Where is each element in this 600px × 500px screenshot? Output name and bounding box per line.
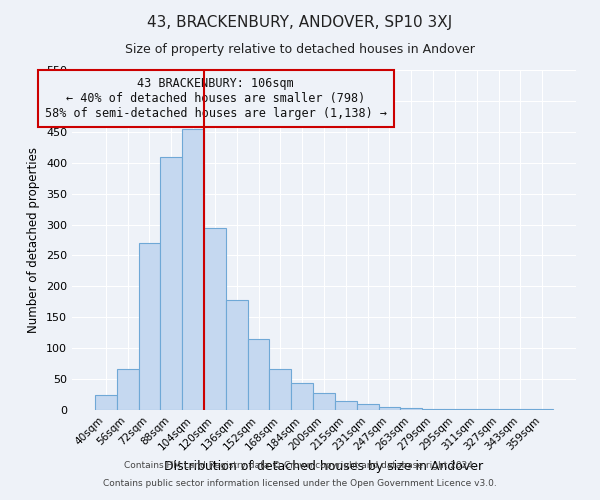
Text: 43, BRACKENBURY, ANDOVER, SP10 3XJ: 43, BRACKENBURY, ANDOVER, SP10 3XJ <box>148 15 452 30</box>
Bar <box>204 228 226 410</box>
Y-axis label: Number of detached properties: Number of detached properties <box>28 147 40 333</box>
Bar <box>139 243 160 410</box>
Bar <box>182 128 204 410</box>
Bar <box>95 394 117 410</box>
Bar <box>117 368 139 410</box>
Bar <box>400 408 422 410</box>
Bar <box>291 384 313 410</box>
Bar <box>160 156 182 410</box>
Bar <box>444 409 466 410</box>
Bar <box>248 339 269 410</box>
Bar <box>226 300 248 410</box>
Bar <box>335 400 357 410</box>
Bar <box>269 368 291 410</box>
Text: 43 BRACKENBURY: 106sqm
← 40% of detached houses are smaller (798)
58% of semi-de: 43 BRACKENBURY: 106sqm ← 40% of detached… <box>44 77 386 120</box>
Text: Contains public sector information licensed under the Open Government Licence v3: Contains public sector information licen… <box>103 478 497 488</box>
Bar <box>357 404 379 410</box>
Bar <box>422 409 444 410</box>
Bar <box>379 407 400 410</box>
Bar <box>313 394 335 410</box>
Text: Size of property relative to detached houses in Andover: Size of property relative to detached ho… <box>125 42 475 56</box>
Text: Contains HM Land Registry data © Crown copyright and database right 2024.: Contains HM Land Registry data © Crown c… <box>124 461 476 470</box>
X-axis label: Distribution of detached houses by size in Andover: Distribution of detached houses by size … <box>164 460 484 473</box>
